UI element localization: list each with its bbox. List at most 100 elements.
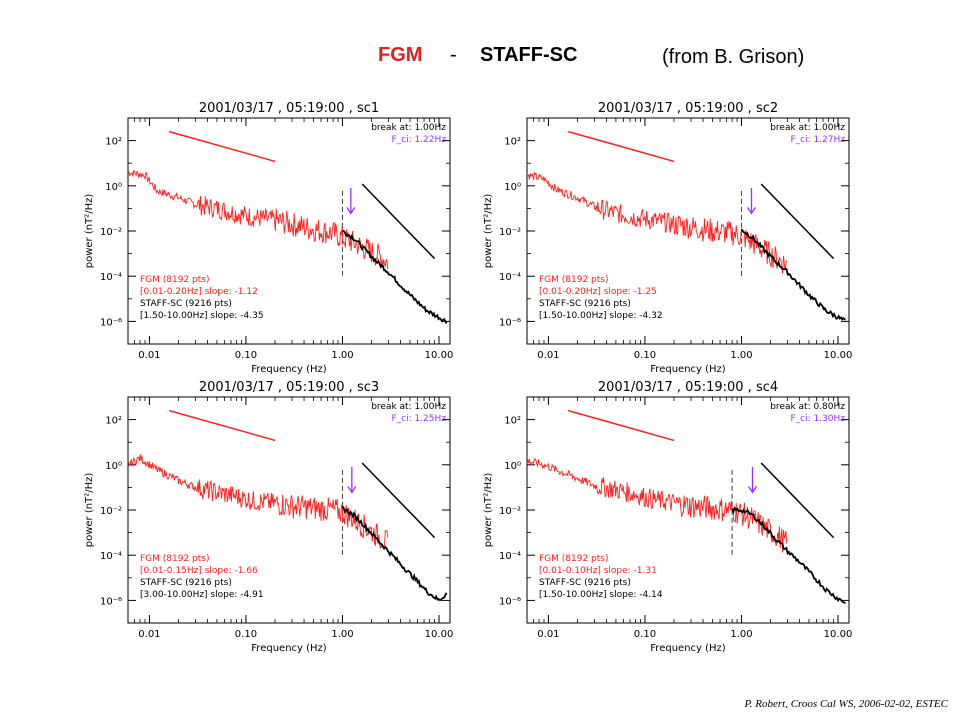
legend-staff-label: STAFF-SC (9216 pts) bbox=[539, 578, 631, 588]
panel-title: 2001/03/17 , 05:19:00 , sc3 bbox=[199, 380, 379, 395]
y-tick-label: 10² bbox=[105, 416, 122, 427]
spectra-figure: 2001/03/17 , 05:19:00 , sc1 0.01 0.10 1.00 1… bbox=[84, 101, 852, 654]
y-axis-label: power (nT²/Hz) bbox=[483, 473, 494, 548]
fci-label: F_ci: 1.30Hz bbox=[790, 414, 845, 424]
y-tick-label: 10⁰ bbox=[504, 461, 521, 472]
legend-fgm-slope: [0.01-0.15Hz] slope: -1.66 bbox=[140, 566, 258, 576]
spectrum-panel-4: 2001/03/17 , 05:19:00 , sc4 0.01 0.10 1.00 1… bbox=[483, 380, 852, 654]
legend-fgm-label: FGM (8192 pts) bbox=[539, 275, 609, 285]
x-tick-label: 1.00 bbox=[730, 350, 752, 361]
y-tick-label: 10⁻⁶ bbox=[100, 317, 122, 328]
staff-slope-reference-line bbox=[760, 462, 835, 539]
fgm-spectrum-line bbox=[526, 171, 788, 274]
y-axis-label: power (nT²/Hz) bbox=[84, 473, 95, 548]
y-tick-label: 10⁻⁶ bbox=[100, 596, 122, 607]
break-label: break at: 1.00Hz bbox=[770, 123, 845, 133]
fgm-slope-reference-line bbox=[567, 409, 675, 442]
staff-spectrum-line bbox=[731, 506, 846, 604]
legend-staff-slope: [1.50-10.00Hz] slope: -4.35 bbox=[140, 311, 264, 321]
y-axis-label: power (nT²/Hz) bbox=[483, 194, 494, 269]
fgm-spectrum-line bbox=[127, 169, 389, 270]
panel-title: 2001/03/17 , 05:19:00 , sc2 bbox=[598, 101, 778, 116]
legend-fgm-label: FGM (8192 pts) bbox=[140, 554, 210, 564]
y-tick-label: 10⁰ bbox=[504, 182, 521, 193]
x-axis-label: Frequency (Hz) bbox=[650, 364, 726, 375]
y-tick-label: 10⁻⁴ bbox=[499, 272, 521, 283]
x-tick-label: 10.00 bbox=[824, 350, 853, 361]
y-tick-label: 10⁻⁴ bbox=[100, 272, 122, 283]
legend-staff-label: STAFF-SC (9216 pts) bbox=[140, 299, 232, 309]
panel-title: 2001/03/17 , 05:19:00 , sc1 bbox=[199, 101, 379, 116]
fgm-slope-reference-line bbox=[168, 130, 276, 163]
fgm-spectrum-line bbox=[526, 457, 788, 553]
legend-fgm-label: FGM (8192 pts) bbox=[539, 554, 609, 564]
y-tick-label: 10⁻⁶ bbox=[499, 317, 521, 328]
y-tick-label: 10² bbox=[504, 416, 521, 427]
fci-arrow-head bbox=[346, 207, 356, 215]
x-tick-label: 10.00 bbox=[425, 350, 454, 361]
spectrum-panel-3: 2001/03/17 , 05:19:00 , sc3 0.01 0.10 1.00 1… bbox=[84, 380, 453, 654]
panel-title: 2001/03/17 , 05:19:00 , sc4 bbox=[598, 380, 778, 395]
fci-arrow-head bbox=[747, 486, 758, 494]
fci-label: F_ci: 1.22Hz bbox=[391, 135, 446, 145]
x-tick-label: 0.01 bbox=[537, 350, 559, 361]
fgm-slope-reference-line bbox=[567, 130, 675, 163]
x-tick-label: 0.01 bbox=[138, 629, 160, 640]
y-tick-label: 10⁰ bbox=[105, 182, 122, 193]
legend-staff-slope: [1.50-10.00Hz] slope: -4.14 bbox=[539, 590, 663, 600]
y-tick-label: 10⁰ bbox=[105, 461, 122, 472]
fci-label: F_ci: 1.27Hz bbox=[790, 135, 845, 145]
y-tick-label: 10² bbox=[105, 137, 122, 148]
break-label: break at: 1.00Hz bbox=[371, 402, 446, 412]
x-axis-label: Frequency (Hz) bbox=[650, 643, 726, 654]
title-separator: - bbox=[450, 44, 457, 66]
staff-spectrum-line bbox=[341, 505, 448, 602]
fgm-spectrum-line bbox=[127, 454, 389, 549]
fgm-slope-reference-line bbox=[168, 409, 276, 442]
staff-slope-reference-line bbox=[361, 462, 436, 539]
legend-staff-slope: [1.50-10.00Hz] slope: -4.32 bbox=[539, 311, 663, 321]
x-tick-label: 1.00 bbox=[331, 350, 353, 361]
x-tick-label: 0.10 bbox=[634, 629, 656, 640]
staff-slope-reference-line bbox=[760, 183, 835, 260]
spectrum-panel-2: 2001/03/17 , 05:19:00 , sc2 0.01 0.10 1.00 1… bbox=[483, 101, 852, 375]
y-tick-label: 10⁻⁶ bbox=[499, 596, 521, 607]
y-tick-label: 10⁻⁴ bbox=[499, 551, 521, 562]
break-label: break at: 0.80Hz bbox=[770, 402, 845, 412]
y-tick-label: 10⁻⁴ bbox=[100, 551, 122, 562]
y-tick-label: 10⁻² bbox=[100, 227, 122, 238]
y-tick-label: 10² bbox=[504, 137, 521, 148]
x-tick-label: 1.00 bbox=[730, 629, 752, 640]
x-tick-label: 10.00 bbox=[425, 629, 454, 640]
x-tick-label: 1.00 bbox=[331, 629, 353, 640]
fci-arrow-head bbox=[347, 486, 357, 494]
legend-fgm-label: FGM (8192 pts) bbox=[140, 275, 210, 285]
legend-fgm-slope: [0.01-0.20Hz] slope: -1.25 bbox=[539, 287, 657, 297]
y-tick-label: 10⁻² bbox=[499, 506, 521, 517]
legend-staff-label: STAFF-SC (9216 pts) bbox=[140, 578, 232, 588]
legend-fgm-slope: [0.01-0.20Hz] slope: -1.12 bbox=[140, 287, 258, 297]
y-tick-label: 10⁻² bbox=[100, 506, 122, 517]
x-axis-label: Frequency (Hz) bbox=[251, 643, 327, 654]
staff-slope-reference-line bbox=[361, 183, 436, 260]
x-tick-label: 10.00 bbox=[824, 629, 853, 640]
fci-arrow-head bbox=[746, 207, 757, 215]
y-axis-label: power (nT²/Hz) bbox=[84, 194, 95, 269]
title-fgm: FGM bbox=[378, 44, 423, 66]
credit-text: (from B. Grison) bbox=[662, 46, 805, 68]
y-tick-label: 10⁻² bbox=[499, 227, 521, 238]
x-tick-label: 0.01 bbox=[537, 629, 559, 640]
spectrum-panel-1: 2001/03/17 , 05:19:00 , sc1 0.01 0.10 1.00 1… bbox=[84, 101, 453, 375]
x-tick-label: 0.01 bbox=[138, 350, 160, 361]
x-tick-label: 0.10 bbox=[634, 350, 656, 361]
fci-label: F_ci: 1.25Hz bbox=[391, 414, 446, 424]
staff-spectrum-line bbox=[342, 229, 448, 324]
footer-citation: P. Robert, Croos Cal WS, 2006-02-02, EST… bbox=[744, 698, 948, 710]
break-label: break at: 1.00Hz bbox=[371, 123, 446, 133]
legend-fgm-slope: [0.01-0.10Hz] slope: -1.31 bbox=[539, 566, 657, 576]
x-axis-label: Frequency (Hz) bbox=[251, 364, 327, 375]
title-staff-sc: STAFF-SC bbox=[480, 44, 578, 66]
x-tick-label: 0.10 bbox=[235, 350, 257, 361]
legend-staff-label: STAFF-SC (9216 pts) bbox=[539, 299, 631, 309]
x-tick-label: 0.10 bbox=[235, 629, 257, 640]
